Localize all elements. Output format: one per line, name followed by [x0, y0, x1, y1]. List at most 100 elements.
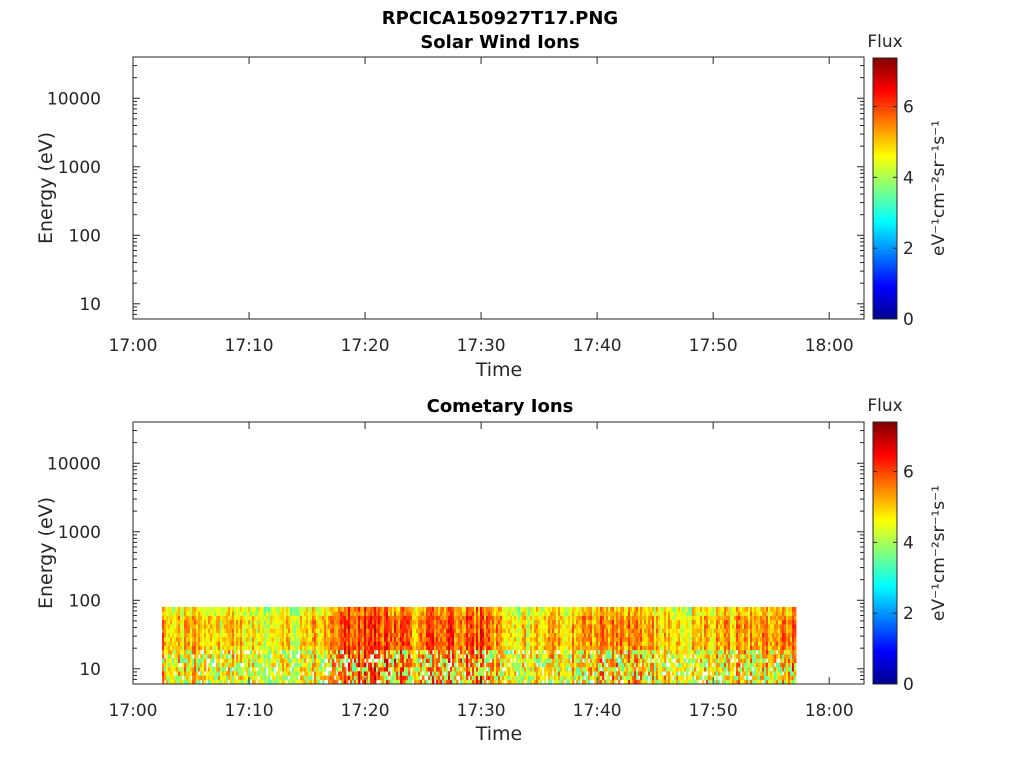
spectrogram-cell: [476, 654, 479, 659]
spectrogram-cell: [226, 636, 229, 642]
spectrogram-cell: [380, 662, 383, 668]
spectrogram-cell: [354, 641, 357, 646]
spectrogram-cell: [728, 641, 731, 646]
spectrogram-cell: [242, 679, 245, 684]
spectrogram-cell: [256, 645, 259, 651]
spectrogram-cell: [534, 611, 537, 616]
spectrogram-cell: [444, 658, 447, 663]
spectrogram-cell: [406, 641, 409, 646]
spectrogram-cell: [514, 662, 517, 668]
spectrogram-cell: [392, 671, 395, 676]
spectrogram-cell: [240, 632, 243, 638]
spectrogram-cell: [684, 619, 687, 625]
spectrogram-cell: [582, 675, 585, 681]
spectrogram-cell: [632, 624, 635, 629]
spectrogram-cell: [712, 666, 715, 672]
spectrogram-cell: [532, 666, 535, 672]
spectrogram-cell: [384, 632, 387, 638]
spectrogram-cell: [386, 679, 389, 684]
spectrogram-cell: [454, 619, 457, 625]
spectrogram-cell: [510, 645, 513, 651]
spectrogram-cell: [318, 675, 321, 681]
spectrogram-cell: [428, 654, 431, 659]
spectrogram-cell: [618, 645, 621, 651]
spectrogram-cell: [534, 619, 537, 625]
spectrogram-cell: [240, 628, 243, 634]
spectrogram-cell: [332, 662, 335, 668]
spectrogram-cell: [666, 641, 669, 646]
spectrogram-cell: [476, 662, 479, 668]
spectrogram-cell: [550, 619, 553, 625]
spectrogram-cell: [188, 645, 191, 651]
spectrogram-cell: [698, 628, 701, 634]
spectrogram-cell: [668, 641, 671, 646]
spectrogram-cell: [516, 632, 519, 638]
spectrogram-cell: [430, 645, 433, 651]
spectrogram-cell: [390, 645, 393, 651]
spectrogram-cell: [550, 645, 553, 651]
spectrogram-cell: [192, 628, 195, 634]
spectrogram-cell: [674, 628, 677, 634]
spectrogram-cell: [496, 606, 499, 612]
spectrogram-cell: [208, 624, 211, 629]
spectrogram-cell: [512, 619, 515, 625]
spectrogram-cell: [534, 658, 537, 663]
spectrogram-cell: [424, 641, 427, 646]
spectrogram-cell: [428, 675, 431, 681]
spectrogram-cell: [464, 675, 467, 681]
spectrogram-cell: [358, 662, 361, 668]
spectrogram-cell: [684, 611, 687, 616]
spectrogram-cell: [502, 632, 505, 638]
spectrogram-cell: [280, 679, 283, 684]
spectrogram-cell: [574, 654, 577, 659]
spectrogram-cell: [478, 624, 481, 629]
spectrogram-cell: [390, 624, 393, 629]
spectrogram-cell: [260, 658, 263, 663]
spectrogram-cell: [672, 606, 675, 612]
spectrogram-cell: [606, 624, 609, 629]
spectrogram-cell: [218, 611, 221, 616]
spectrogram-cell: [488, 632, 491, 638]
spectrogram-cell: [586, 641, 589, 646]
spectrogram-cell: [382, 641, 385, 646]
spectrogram-cell: [252, 654, 255, 659]
spectrogram-cell: [718, 658, 721, 663]
spectrogram-cell: [496, 675, 499, 681]
spectrogram-cell: [276, 645, 279, 651]
spectrogram-cell: [398, 611, 401, 616]
spectrogram-cell: [652, 628, 655, 634]
spectrogram-cell: [326, 641, 329, 646]
spectrogram-cell: [494, 645, 497, 651]
spectrogram-cell: [208, 636, 211, 642]
spectrogram-cell: [334, 649, 337, 655]
spectrogram-cell: [662, 611, 665, 616]
spectrogram-cell: [162, 636, 165, 642]
spectrogram-cell: [316, 611, 319, 616]
spectrogram-cell: [390, 611, 393, 616]
spectrogram-cell: [418, 624, 421, 629]
spectrogram-cell: [228, 658, 231, 663]
spectrogram-cell: [236, 662, 239, 668]
spectrogram-cell: [298, 658, 301, 663]
spectrogram-cell: [662, 675, 665, 681]
spectrogram-cell: [324, 675, 327, 681]
spectrogram-cell: [310, 606, 313, 612]
spectrogram-cell: [628, 611, 631, 616]
spectrogram-cell: [204, 649, 207, 655]
spectrogram-cell: [314, 671, 317, 676]
spectrogram-cell: [382, 619, 385, 625]
spectrogram-cell: [398, 619, 401, 625]
spectrogram-cell: [370, 628, 373, 634]
spectrogram-cell: [498, 645, 501, 651]
spectrogram-cell: [714, 641, 717, 646]
spectrogram-cell: [286, 649, 289, 655]
spectrogram-cell: [446, 624, 449, 629]
spectrogram-cell: [682, 649, 685, 655]
spectrogram-cell: [280, 666, 283, 672]
spectrogram-cell: [260, 654, 263, 659]
spectrogram-cell: [528, 628, 531, 634]
spectrogram-cell: [188, 662, 191, 668]
spectrogram-cell: [170, 662, 173, 668]
spectrogram-cell: [688, 662, 691, 668]
spectrogram-cell: [728, 658, 731, 663]
